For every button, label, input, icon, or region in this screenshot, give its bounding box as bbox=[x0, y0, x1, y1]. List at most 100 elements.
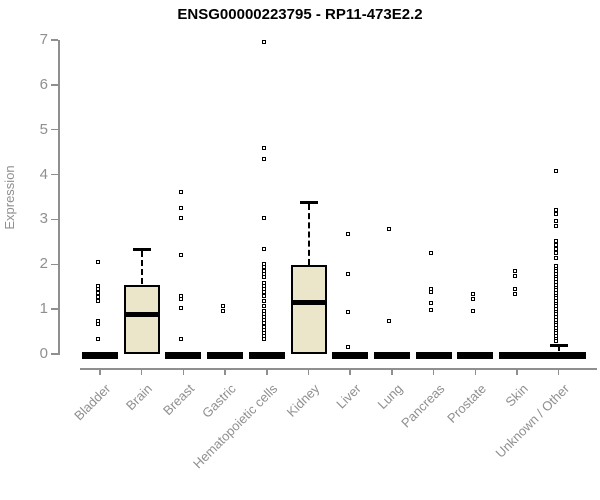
x-axis-category-label: Skin bbox=[502, 381, 531, 410]
x-tick bbox=[557, 368, 560, 375]
box bbox=[332, 352, 369, 359]
outlier-point bbox=[178, 305, 183, 310]
x-tick bbox=[266, 368, 268, 375]
x-axis-category-label: Gastric bbox=[198, 381, 239, 421]
y-tick-label: 0 bbox=[39, 345, 48, 362]
outlier-point bbox=[429, 301, 434, 306]
outlier-point bbox=[95, 337, 100, 342]
outlier-point bbox=[178, 205, 183, 210]
outlier-point bbox=[262, 303, 267, 308]
outlier-point bbox=[262, 145, 267, 150]
x-tick bbox=[516, 368, 518, 375]
outlier-point bbox=[512, 268, 517, 273]
x-axis-line bbox=[80, 368, 597, 370]
median-line bbox=[290, 299, 327, 305]
x-axis-category-label: Liver bbox=[333, 381, 364, 412]
outlier-point bbox=[262, 39, 267, 44]
x-axis-category-label: Prostate bbox=[444, 381, 489, 426]
x-tick bbox=[182, 368, 185, 375]
outlier-point bbox=[95, 318, 100, 323]
x-axis-category-label: Brain bbox=[123, 381, 156, 414]
outlier-point bbox=[429, 290, 434, 295]
outlier-point bbox=[554, 238, 559, 243]
whisker-stem bbox=[557, 347, 560, 352]
outlier-point bbox=[345, 345, 350, 350]
whisker-stem bbox=[307, 203, 310, 265]
outlier-point bbox=[345, 309, 350, 314]
outlier-point bbox=[429, 307, 434, 312]
outlier-point bbox=[262, 290, 267, 295]
outlier-point bbox=[470, 297, 475, 302]
y-tick bbox=[51, 218, 58, 221]
outlier-point bbox=[262, 299, 267, 304]
outlier-point bbox=[429, 250, 434, 255]
outlier-point bbox=[470, 309, 475, 314]
outlier-point bbox=[95, 290, 100, 295]
box bbox=[290, 265, 327, 354]
outlier-point bbox=[554, 224, 559, 229]
y-tick-label: 2 bbox=[39, 255, 48, 273]
x-tick bbox=[474, 368, 477, 375]
y-tick bbox=[51, 353, 58, 355]
outlier-point bbox=[554, 168, 559, 173]
outlier-point bbox=[262, 336, 267, 341]
box bbox=[165, 352, 202, 359]
outlier-point bbox=[512, 273, 517, 278]
outlier-point bbox=[554, 207, 559, 212]
y-tick bbox=[51, 308, 58, 310]
outlier-point bbox=[95, 287, 100, 292]
y-tick-label: 5 bbox=[39, 120, 48, 138]
whisker-cap bbox=[299, 200, 318, 204]
y-tick-label: 1 bbox=[39, 300, 48, 318]
box bbox=[207, 352, 244, 359]
outlier-point bbox=[554, 255, 559, 260]
outlier-point bbox=[95, 283, 100, 288]
outlier-point bbox=[178, 253, 183, 258]
outlier-point bbox=[554, 338, 559, 343]
y-tick-label: 3 bbox=[39, 210, 48, 228]
y-tick bbox=[51, 173, 58, 176]
box bbox=[531, 352, 586, 359]
box bbox=[499, 352, 535, 359]
x-tick bbox=[432, 368, 435, 375]
whisker-stem bbox=[140, 251, 143, 285]
box bbox=[82, 352, 118, 359]
x-tick bbox=[391, 368, 393, 375]
outlier-point bbox=[178, 189, 183, 194]
outlier-point bbox=[262, 274, 267, 279]
y-tick bbox=[51, 263, 58, 266]
y-tick bbox=[51, 128, 58, 131]
box bbox=[457, 352, 494, 359]
x-axis-category-label: Kidney bbox=[283, 381, 323, 420]
y-tick-label: 6 bbox=[39, 75, 48, 93]
outlier-point bbox=[554, 219, 559, 224]
outlier-point bbox=[95, 322, 100, 327]
outlier-point bbox=[345, 271, 350, 276]
box bbox=[415, 352, 452, 359]
outlier-point bbox=[95, 294, 100, 299]
median-line bbox=[123, 312, 160, 318]
y-tick-label: 4 bbox=[39, 165, 48, 183]
x-tick bbox=[349, 368, 351, 375]
outlier-point bbox=[512, 287, 517, 292]
x-axis-category-label: Bladder bbox=[71, 381, 114, 424]
outlier-point bbox=[554, 212, 559, 217]
outlier-point bbox=[95, 298, 100, 303]
outlier-point bbox=[220, 308, 225, 313]
x-axis-category-label: Unknown / Other bbox=[492, 381, 573, 461]
outlier-point bbox=[178, 296, 183, 301]
outlier-point bbox=[262, 294, 267, 299]
x-tick bbox=[224, 368, 226, 375]
y-tick bbox=[51, 39, 58, 41]
outlier-point bbox=[95, 259, 100, 264]
outlier-point bbox=[345, 232, 350, 237]
outlier-point bbox=[554, 251, 559, 256]
outlier-point bbox=[387, 318, 392, 323]
chart-title: ENSG00000223795 - RP11-473E2.2 bbox=[177, 6, 423, 23]
outlier-point bbox=[178, 215, 183, 220]
x-tick bbox=[307, 368, 310, 375]
outlier-point bbox=[220, 303, 225, 308]
outlier-point bbox=[262, 216, 267, 221]
outlier-point bbox=[554, 242, 559, 247]
outlier-point bbox=[387, 227, 392, 232]
